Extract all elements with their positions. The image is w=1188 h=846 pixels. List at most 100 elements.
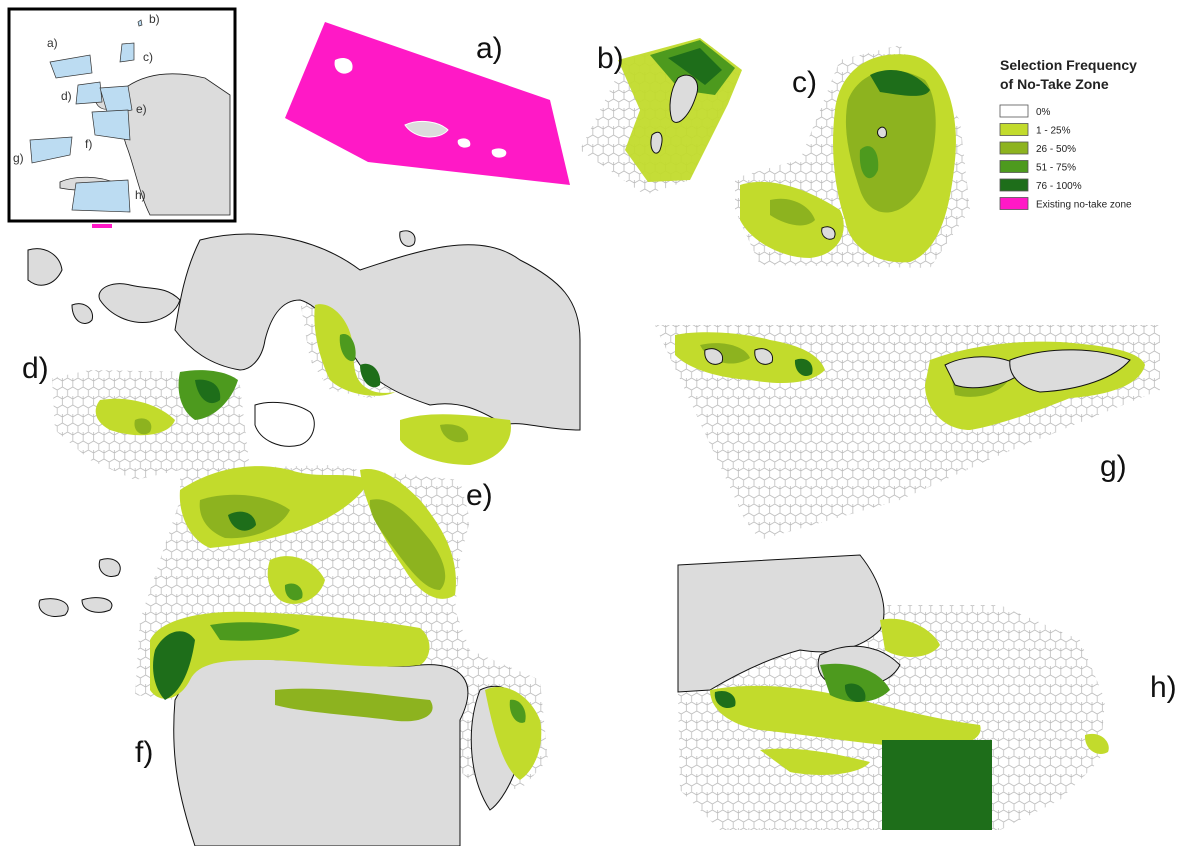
locator-region-d — [75, 81, 103, 105]
locator-region-a — [49, 54, 93, 79]
island-b2 — [650, 131, 663, 154]
locator-label-d: d) — [61, 89, 72, 103]
zone-d-low — [95, 398, 175, 436]
zone-e-north-high — [360, 363, 381, 388]
land-d-island1 — [98, 283, 181, 324]
zone-f-center-low — [267, 556, 325, 604]
zone-h-block-high — [882, 740, 992, 830]
panel-label-c: c) — [792, 66, 817, 99]
zone-e-east-mid — [440, 424, 469, 443]
zone-e-north-mid — [339, 334, 356, 362]
zone-f-east2-low — [485, 686, 542, 780]
island-c2 — [877, 126, 887, 139]
panel-label-e: e) — [466, 479, 493, 512]
panel-label-f: f) — [135, 736, 153, 769]
panel-label-h: h) — [1150, 671, 1177, 704]
zone-c-high — [870, 70, 930, 96]
land-north — [174, 233, 581, 431]
zone-e-north-low — [314, 304, 395, 396]
legend-items: 0% 1 - 25% 26 - 50% 51 - 75% 76 - 100% Existi… — [999, 104, 1132, 211]
land-west-island3 — [98, 558, 121, 577]
locator-label-c: c) — [143, 50, 153, 64]
locator-region-c — [119, 42, 135, 63]
locator-label-a: a) — [47, 36, 58, 50]
zone-d-high — [195, 379, 221, 404]
locator-region-f — [91, 109, 131, 141]
island-a2 — [404, 120, 449, 138]
island-c1 — [821, 226, 836, 240]
legend-swatch-1 — [999, 123, 1029, 136]
land-west-island — [38, 598, 69, 617]
panel-label-a: a) — [476, 32, 503, 65]
legend-swatch-4 — [999, 178, 1029, 192]
locator-region-b — [137, 19, 143, 27]
locator-region-g — [29, 136, 73, 164]
locator-label-h: h) — [135, 188, 146, 202]
legend-swatch-5 — [999, 197, 1029, 210]
panel-label-d: d) — [22, 352, 49, 385]
legend-label-0: 0% — [1036, 107, 1051, 118]
zone-h-mid — [820, 663, 890, 702]
land-d-island2 — [27, 248, 63, 286]
panel-g: g) — [655, 325, 1160, 540]
land-west-island2 — [81, 597, 113, 613]
zone-h-high — [844, 683, 866, 703]
land-small-island — [399, 230, 416, 247]
locator-regions — [29, 19, 143, 213]
locator-label-b: b) — [149, 12, 160, 26]
island-a1 — [334, 58, 353, 74]
land-e-island — [254, 401, 315, 447]
zone-f-east2-mid — [509, 699, 526, 723]
locator-label-f: f) — [85, 137, 92, 151]
land-f-south — [173, 646, 469, 846]
legend-swatch-2 — [999, 141, 1029, 155]
legend-label-1: 1 - 25% — [1036, 126, 1071, 137]
zone-f-south2-mid — [275, 688, 433, 722]
zone-d-mid2 — [134, 418, 152, 435]
locator-region-h — [71, 179, 131, 213]
land-d-island3 — [71, 303, 94, 324]
zone-c-mid2 — [859, 146, 879, 179]
locator-label-g: g) — [13, 151, 24, 165]
zone-f-south-high — [153, 631, 195, 700]
locator-label-e: e) — [136, 102, 147, 116]
legend-title-line1: Selection Frequency — [1000, 57, 1137, 73]
island-g1 — [704, 348, 724, 365]
island-a3 — [457, 138, 471, 148]
locator-region-e — [99, 85, 133, 116]
no-take-zone-sliver — [92, 224, 112, 228]
locator-map: a) b) c) d) e) f) g) h) — [7, 7, 237, 223]
legend-title-line2: of No-Take Zone — [1000, 76, 1109, 92]
panel-a: a) — [285, 22, 570, 185]
island-a4 — [491, 148, 507, 158]
legend-swatch-0 — [999, 104, 1029, 118]
legend-label-5: Existing no-take zone — [1036, 200, 1132, 211]
legend: Selection Frequency of No-Take Zone 0% 1 … — [999, 57, 1137, 211]
legend-label-2: 26 - 50% — [1036, 144, 1076, 155]
island-g2 — [754, 348, 774, 365]
legend-label-4: 76 - 100% — [1036, 181, 1082, 192]
zone-h-high2 — [714, 690, 736, 709]
zone-f-south-mid — [210, 622, 300, 641]
island-b — [669, 74, 698, 123]
island-g4 — [1009, 349, 1131, 393]
panel-c: c) — [735, 45, 970, 268]
zone-f-east-mid — [369, 499, 446, 590]
panel-b: b) — [580, 38, 742, 195]
zone-c-mid3 — [770, 198, 815, 226]
zone-h-low — [710, 685, 981, 749]
panel-h: h) — [677, 554, 1177, 830]
no-take-zone-polygon — [285, 22, 570, 185]
panel-label-b: b) — [597, 42, 624, 75]
zone-g-west-high — [794, 358, 813, 377]
zone-f-center-mid — [284, 583, 303, 601]
zone-h-low3 — [1084, 733, 1109, 755]
panel-label-g: g) — [1100, 450, 1127, 483]
zone-b-high — [668, 48, 722, 85]
zone-h-low2 — [880, 618, 940, 657]
legend-swatch-3 — [999, 160, 1029, 173]
zone-f-north-high — [228, 511, 256, 531]
legend-label-3: 51 - 75% — [1036, 163, 1076, 174]
panel-def: d) e) f) — [22, 230, 581, 846]
